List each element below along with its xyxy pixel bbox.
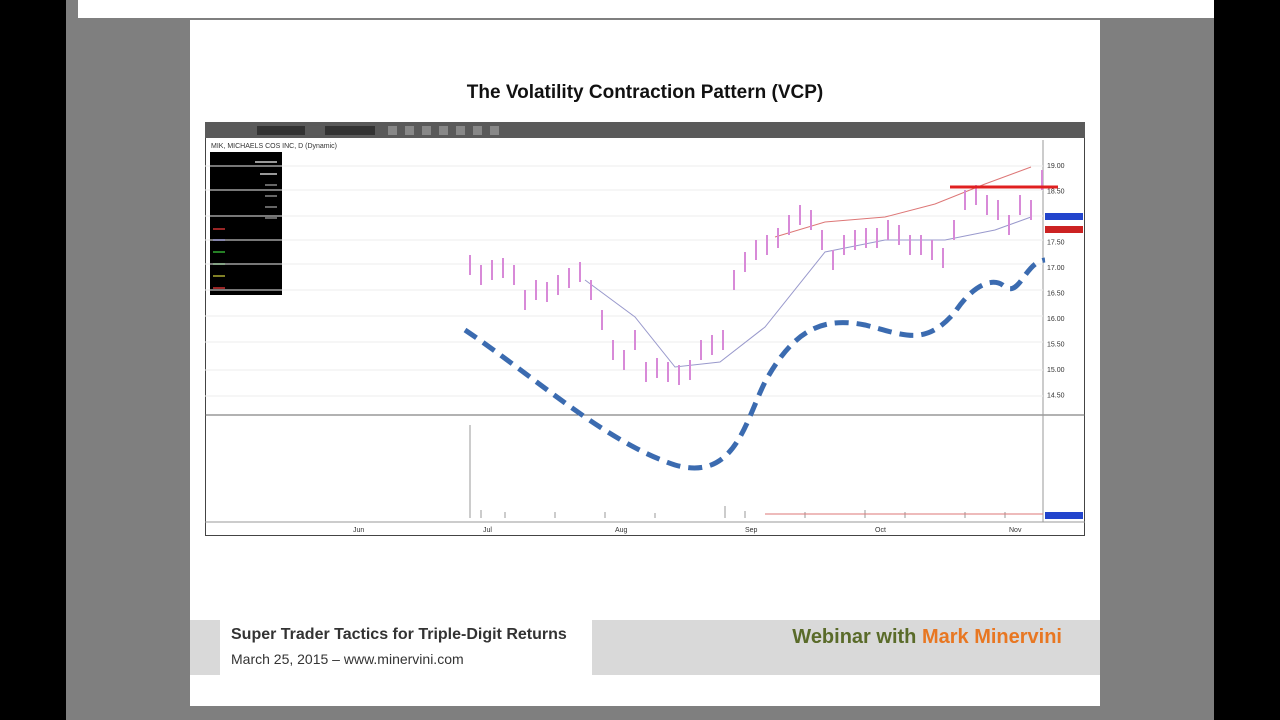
footer-right-bar [592, 620, 1100, 675]
month-label: Jun [353, 527, 364, 534]
info-panel [210, 152, 282, 295]
period-box [325, 126, 375, 135]
chart-header: MIK, MICHAELS COS INC, D (Dynamic) [211, 143, 337, 150]
vcp-curve [463, 257, 1046, 471]
price-label: 19.00 [1047, 163, 1065, 170]
month-label: Sep [745, 527, 758, 534]
slide: The Volatility Contraction Pattern (VCP)… [190, 20, 1100, 706]
price-bars [469, 170, 1043, 385]
price-tag-blue [1045, 213, 1083, 220]
stock-chart: MIK, MICHAELS COS INC, D (Dynamic) 19.00… [205, 122, 1085, 536]
moving-average-short [584, 216, 1032, 368]
top-strip [78, 0, 1214, 18]
toolbar-icons [388, 126, 499, 135]
footer-title: Super Trader Tactics for Triple-Digit Re… [231, 626, 567, 643]
month-label: Oct [875, 527, 886, 534]
price-label: 18.50 [1047, 189, 1065, 196]
price-label: 14.50 [1047, 393, 1065, 400]
presenter-name: Mark Minervini [921, 626, 1062, 648]
price-label: 16.00 [1047, 316, 1065, 323]
price-label: 16.50 [1047, 291, 1065, 298]
webinar-text: Webinar with [792, 626, 917, 648]
price-label: 17.00 [1047, 265, 1065, 272]
symbol-box [257, 126, 305, 135]
time-axis: Jun Jul Aug Sep Oct Nov [353, 527, 1022, 534]
footer-left-bar [190, 620, 220, 675]
month-label: Jul [483, 527, 492, 534]
volume-bars [469, 425, 1006, 518]
slide-title: The Volatility Contraction Pattern (VCP) [466, 82, 824, 103]
price-label: 17.50 [1047, 240, 1065, 247]
footer-date: March 25, 2015 – www.minervini.com [231, 651, 464, 667]
volume-tag [1045, 512, 1083, 519]
moving-average-long [774, 166, 1032, 238]
month-label: Aug [615, 527, 628, 534]
price-tag-red [1045, 226, 1083, 233]
month-label: Nov [1009, 527, 1022, 534]
webinar-label: Webinar with Mark Minervini [792, 626, 1062, 649]
price-label: 15.00 [1047, 367, 1065, 374]
price-label: 15.50 [1047, 342, 1065, 349]
